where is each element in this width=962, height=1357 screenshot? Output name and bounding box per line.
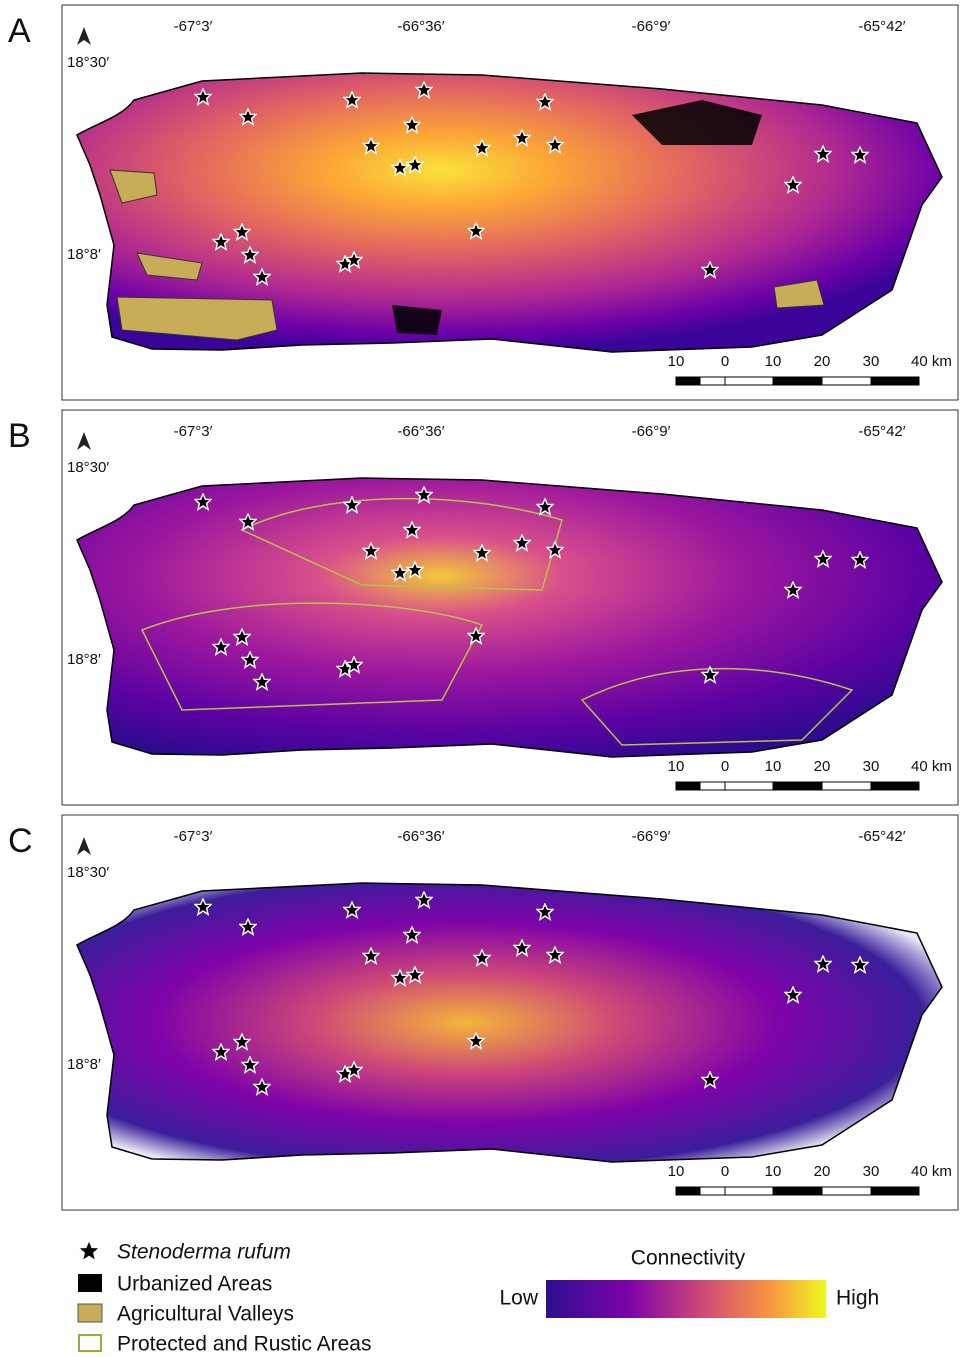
scale-label: 10	[765, 758, 782, 775]
scale-label: 10	[668, 1163, 685, 1180]
island-shape	[77, 883, 942, 1162]
lat-label: 18°8′	[67, 246, 101, 263]
lat-label: 18°30′	[67, 54, 109, 71]
legend-label: Agricultural Valleys	[117, 1303, 294, 1326]
lat-label: 18°8′	[67, 651, 101, 668]
colorbar-title: Connectivity	[631, 1247, 746, 1270]
legend-label: Protected and Rustic Areas	[117, 1333, 371, 1356]
scale-segment	[871, 377, 919, 385]
panel-letter: A	[8, 12, 31, 50]
scale-label: 30	[863, 1163, 880, 1180]
scale-segment	[676, 1187, 700, 1195]
legend: Stenoderma rufum Urbanized Areas Agricul…	[77, 1239, 371, 1355]
urban-area	[392, 305, 442, 335]
lon-label: -67°3′	[174, 828, 213, 845]
scale-segment	[871, 1187, 919, 1195]
island-shape	[77, 478, 942, 757]
lon-label: -66°36′	[397, 423, 444, 440]
legend-swatch	[78, 1274, 102, 1292]
lon-label: -65°42′	[858, 828, 905, 845]
legend-swatch	[78, 1304, 102, 1322]
scale-segment	[725, 377, 773, 385]
scale-label: 10	[765, 1163, 782, 1180]
scale-label: 30	[863, 353, 880, 370]
scale-label: 20	[814, 1163, 831, 1180]
island	[77, 478, 942, 757]
scale-segment	[725, 782, 773, 790]
scale-label: 20	[814, 353, 831, 370]
scale-label: 40 km	[911, 353, 952, 370]
lon-label: -66°9′	[632, 18, 671, 35]
scale-label: 40 km	[911, 758, 952, 775]
scale-segment	[773, 377, 822, 385]
colorbar-low: Low	[499, 1287, 538, 1310]
scale-label: 10	[668, 758, 685, 775]
island	[77, 883, 942, 1162]
scale-label: 10	[668, 353, 685, 370]
panel-letter: B	[8, 417, 31, 455]
scale-label: 0	[721, 1163, 729, 1180]
legend-swatch	[79, 1335, 101, 1351]
lat-label: 18°8′	[67, 1056, 101, 1073]
scale-segment	[700, 782, 725, 790]
scale-segment	[773, 782, 822, 790]
colorbar-ramp	[546, 1280, 826, 1318]
map-panel: C -67°3′ -66°36′ -66°9′ -65°42′ 18°30′ 18°8′ 10…	[8, 815, 958, 1210]
scale-label: 0	[721, 758, 729, 775]
scale-segment	[822, 1187, 871, 1195]
map-panel: B -67°3′ -66°36′ -66°9′ -65°42′ 18°30′ 18°8′ 10…	[8, 410, 958, 805]
lon-label: -67°3′	[174, 423, 213, 440]
lon-label: -65°42′	[858, 423, 905, 440]
lon-label: -65°42′	[858, 18, 905, 35]
lon-label: -66°36′	[397, 18, 444, 35]
figure: Stenoderma rufum Urbanized Areas Agricul…	[0, 0, 962, 1357]
scale-segment	[822, 377, 871, 385]
lon-label: -67°3′	[174, 18, 213, 35]
colorbar-high: High	[836, 1287, 879, 1310]
panel-letter: C	[8, 822, 33, 860]
lon-label: -66°9′	[632, 828, 671, 845]
scale-segment	[676, 377, 700, 385]
legend-label: Stenoderma rufum	[117, 1241, 291, 1264]
scale-segment	[676, 782, 700, 790]
scale-segment	[725, 1187, 773, 1195]
scale-segment	[700, 1187, 725, 1195]
scale-label: 40 km	[911, 1163, 952, 1180]
scale-segment	[871, 782, 919, 790]
scale-label: 20	[814, 758, 831, 775]
island	[77, 73, 942, 352]
scale-segment	[822, 782, 871, 790]
scale-segment	[773, 1187, 822, 1195]
colorbar: Connectivity Low High	[499, 1247, 879, 1318]
lat-label: 18°30′	[67, 459, 109, 476]
lon-label: -66°36′	[397, 828, 444, 845]
scale-label: 30	[863, 758, 880, 775]
scale-label: 10	[765, 353, 782, 370]
map-panel: A -67°3′ -66°36′ -66°9′ -65°42′ 18°30′ 18°8′ 10…	[8, 5, 958, 400]
scale-segment	[700, 377, 725, 385]
lon-label: -66°9′	[632, 423, 671, 440]
scale-label: 0	[721, 353, 729, 370]
legend-label: Urbanized Areas	[117, 1273, 272, 1296]
legend-star	[77, 1239, 100, 1261]
lat-label: 18°30′	[67, 864, 109, 881]
